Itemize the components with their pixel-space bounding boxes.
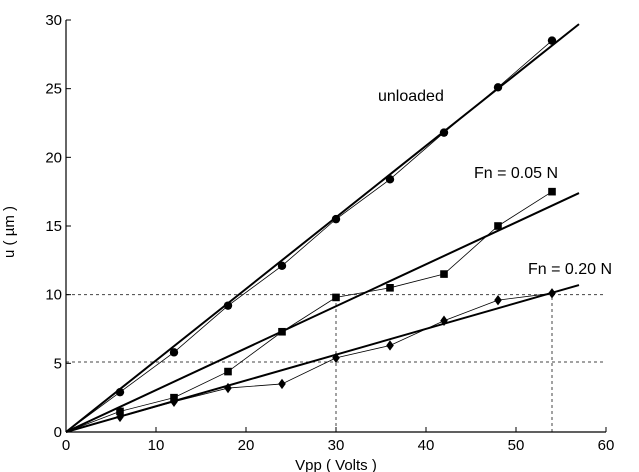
marker-2-7 (494, 294, 502, 306)
x-tick-label-6: 60 (598, 437, 615, 454)
series-line-1 (65, 191, 553, 433)
marker-2-6 (440, 315, 448, 326)
y-tick-label-6: 30 (45, 12, 62, 29)
x-tick-label-3: 30 (328, 437, 345, 454)
marker-0-5 (385, 175, 395, 184)
x-tick-label-5: 50 (508, 437, 525, 454)
fit-line-2 (65, 284, 580, 433)
marker-1-2 (224, 367, 232, 376)
markers (115, 36, 557, 423)
x-tick-label-0: 0 (62, 437, 70, 454)
series-label-fn-020: Fn = 0.20 N (528, 261, 612, 278)
series-line-2 (65, 292, 553, 433)
labels: Vpp ( Volts ) u ( µm ) unloaded Fn = 0.0… (1, 88, 612, 472)
x-tick-label-1: 10 (148, 437, 165, 454)
marker-2-2 (224, 382, 232, 394)
marker-2-0 (116, 411, 124, 423)
marker-2-8 (548, 288, 556, 299)
marker-0-3 (277, 261, 287, 271)
axes: 0 10 20 30 40 50 60 0 5 10 15 20 25 30 (45, 12, 614, 454)
marker-0-1 (169, 348, 179, 357)
y-tick-label-2: 10 (45, 287, 62, 304)
series-line-0 (65, 40, 553, 433)
marker-0-0 (115, 387, 125, 397)
marker-1-6 (440, 270, 448, 278)
y-axis-title: u ( µm ) (1, 206, 18, 258)
x-axis-title: Vpp ( Volts ) (295, 457, 377, 472)
marker-0-7 (493, 83, 503, 92)
marker-2-3 (278, 378, 286, 390)
marker-0-8 (547, 36, 557, 45)
series-label-fn-005: Fn = 0.05 N (474, 165, 558, 182)
marker-0-2 (223, 301, 233, 310)
marker-1-0 (116, 407, 124, 416)
x-tick-label-4: 40 (418, 437, 435, 454)
marker-2-1 (170, 396, 178, 407)
fit-lines (65, 23, 580, 433)
series-label-unloaded: unloaded (378, 88, 444, 105)
x-tick-label-2: 20 (238, 437, 255, 454)
y-tick-label-0: 0 (54, 424, 62, 441)
marker-2-4 (332, 352, 340, 364)
y-tick-label-1: 5 (54, 355, 62, 372)
fit-line-0 (65, 23, 580, 433)
series-lines (65, 40, 553, 433)
marker-2-5 (386, 340, 394, 351)
marker-0-4 (331, 214, 341, 224)
marker-0-6 (439, 128, 449, 137)
reference-lines (66, 294, 606, 432)
y-tick-label-3: 15 (45, 218, 62, 235)
y-tick-label-4: 20 (45, 149, 62, 166)
marker-1-8 (548, 187, 556, 196)
marker-1-5 (386, 284, 394, 292)
y-tick-label-5: 25 (45, 81, 62, 98)
fit-line-1 (65, 192, 580, 433)
marker-1-4 (332, 293, 340, 302)
marker-1-3 (278, 327, 286, 336)
marker-1-7 (494, 222, 502, 230)
